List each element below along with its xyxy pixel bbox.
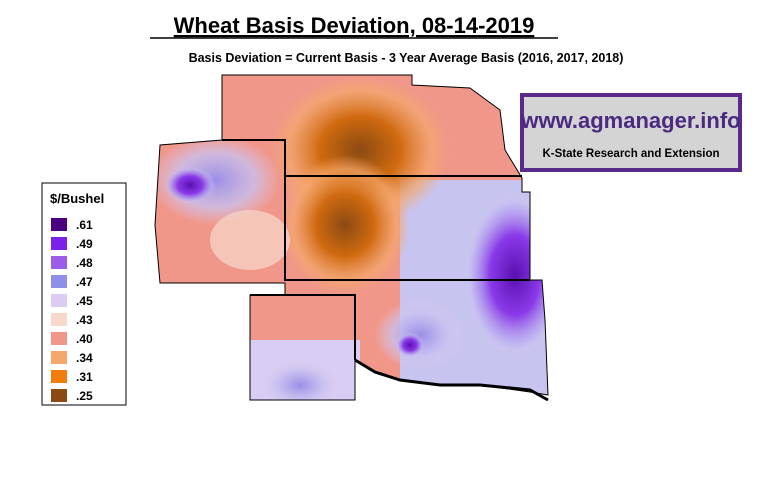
legend-swatch bbox=[51, 370, 67, 383]
logo-url: www.agmanager.info bbox=[520, 108, 740, 133]
legend-swatch bbox=[51, 294, 67, 307]
legend-swatch bbox=[51, 218, 67, 231]
purple-zone bbox=[396, 333, 424, 357]
state-border bbox=[354, 358, 549, 402]
legend-label: .34 bbox=[76, 351, 93, 365]
title: Wheat Basis Deviation, 08-14-2019 bbox=[174, 13, 535, 38]
legend: $/Bushel .61 .49 .48 .47 .45 .43 .40 .34 .31 .25 bbox=[41, 182, 127, 406]
logo-box bbox=[520, 93, 742, 172]
legend-label: .61 bbox=[76, 218, 93, 232]
legend-swatch bbox=[51, 389, 67, 402]
legend-label: .49 bbox=[76, 237, 93, 251]
logo-org: K-State Research and Extension bbox=[542, 148, 719, 160]
legend-label: .43 bbox=[76, 313, 93, 327]
borders bbox=[154, 74, 549, 402]
purple-zone bbox=[465, 195, 548, 355]
light-zone bbox=[210, 210, 290, 270]
legend-swatch bbox=[51, 237, 67, 250]
legend-title: $/Bushel bbox=[50, 191, 104, 206]
state-border bbox=[222, 139, 522, 177]
orange-zone bbox=[280, 155, 410, 295]
legend-swatch bbox=[51, 332, 67, 345]
legend-label: .47 bbox=[76, 275, 93, 289]
lavender-zone bbox=[260, 360, 340, 400]
legend-swatch bbox=[51, 256, 67, 269]
state-border bbox=[250, 294, 356, 360]
purple-zone bbox=[165, 167, 215, 203]
legend-swatch bbox=[51, 313, 67, 326]
legend-label: .25 bbox=[76, 389, 93, 403]
legend-swatch bbox=[51, 275, 67, 288]
subtitle: Basis Deviation = Current Basis - 3 Year… bbox=[189, 51, 624, 65]
lavender-zone bbox=[155, 135, 280, 225]
legend-label: .31 bbox=[76, 370, 93, 384]
legend-label: .45 bbox=[76, 294, 93, 308]
legend-label: .48 bbox=[76, 256, 93, 270]
lavender-zone bbox=[375, 300, 465, 370]
legend-swatch bbox=[51, 351, 67, 364]
state-border bbox=[284, 176, 530, 281]
legend-label: .40 bbox=[76, 332, 93, 346]
